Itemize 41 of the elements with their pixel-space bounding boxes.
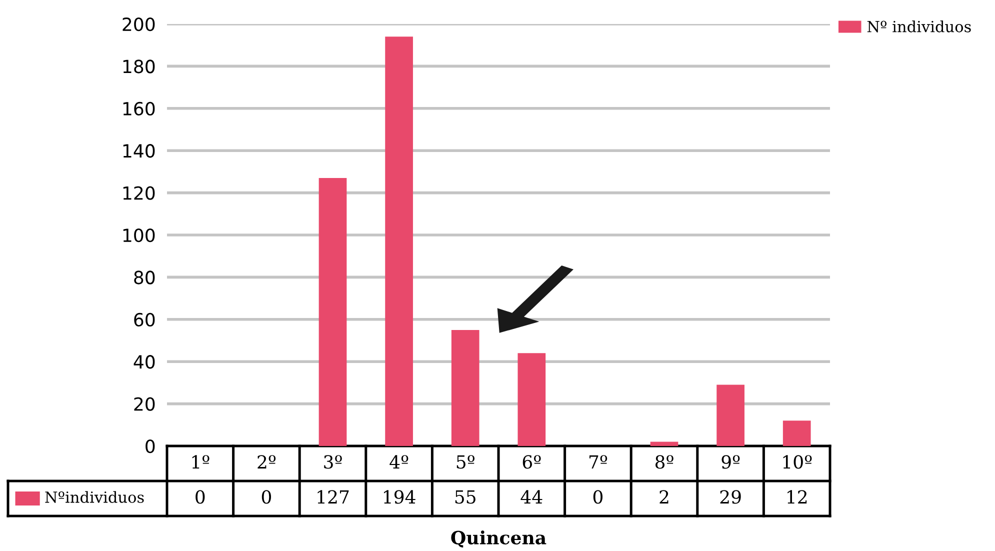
data-label: 12 [788,490,807,504]
bar [451,330,480,446]
x-axis-title: Quincena [451,530,546,548]
text: Nºindividuos [45,491,144,503]
x-tick-label: 3º [324,455,342,469]
bar [650,442,678,446]
y-tick-label: 120 [123,186,155,200]
y-tick-label: 20 [134,397,155,411]
data-label: 0 [196,490,205,504]
bar [318,178,347,446]
y-tick-label: 60 [134,312,155,327]
bar [385,36,413,446]
y-tick-label: 140 [123,144,155,158]
y-tick-label: 40 [134,355,155,369]
y-tick-label: 200 [122,17,155,32]
data-label: 194 [384,490,416,504]
x-tick-label: 7º [589,455,608,468]
data-label: 127 [318,490,349,504]
data-label: 44 [520,490,542,504]
y-tick-label: 100 [123,228,155,242]
x-tick-label: 2º [258,455,276,468]
y-tick-label: 180 [123,60,155,74]
data-label: 0 [593,490,602,504]
data-label: 29 [720,490,741,504]
y-tick-label: 0 [146,439,155,454]
data-label: 0 [262,490,271,504]
x-tick-label: 6º [522,455,541,469]
y-tick-label: 80 [134,270,155,284]
legend-label: Nº individuos [867,20,971,32]
data-label: 2 [660,490,668,504]
bar [716,384,744,446]
bar [518,353,546,446]
x-tick-label: 8º [655,455,674,469]
y-tick-label: 160 [123,102,155,116]
x-tick-label: 9º [722,455,740,469]
x-tick-label: 4º [390,455,408,468]
data-label: 55 [455,490,476,504]
x-tick-label: 5º [456,455,475,469]
x-tick-label: 10º [783,455,812,469]
bar [782,420,811,446]
x-tick-label: 1º [192,455,210,468]
